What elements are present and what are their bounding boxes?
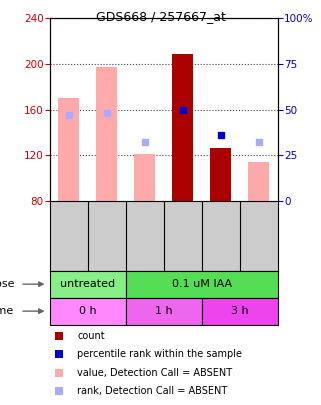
Bar [126, 271, 278, 298]
Text: dose: dose [0, 279, 14, 289]
Bar [50, 271, 126, 298]
Text: 0.1 uM IAA: 0.1 uM IAA [172, 279, 232, 289]
Bar [50, 298, 126, 325]
Text: percentile rank within the sample: percentile rank within the sample [77, 350, 242, 359]
Text: 3 h: 3 h [231, 306, 248, 316]
Bar [58, 98, 79, 201]
Bar [210, 149, 231, 201]
Bar [126, 298, 202, 325]
Bar [134, 154, 155, 201]
Text: 0 h: 0 h [79, 306, 97, 316]
Text: value, Detection Call = ABSENT: value, Detection Call = ABSENT [77, 368, 232, 378]
Bar [202, 298, 278, 325]
Text: time: time [0, 306, 14, 316]
Bar [96, 67, 117, 201]
Bar [172, 53, 193, 201]
Text: untreated: untreated [60, 279, 115, 289]
Text: GDS668 / 257667_at: GDS668 / 257667_at [96, 10, 225, 23]
Text: 1 h: 1 h [155, 306, 172, 316]
Text: count: count [77, 331, 105, 341]
Text: rank, Detection Call = ABSENT: rank, Detection Call = ABSENT [77, 386, 227, 396]
Bar [248, 162, 269, 201]
